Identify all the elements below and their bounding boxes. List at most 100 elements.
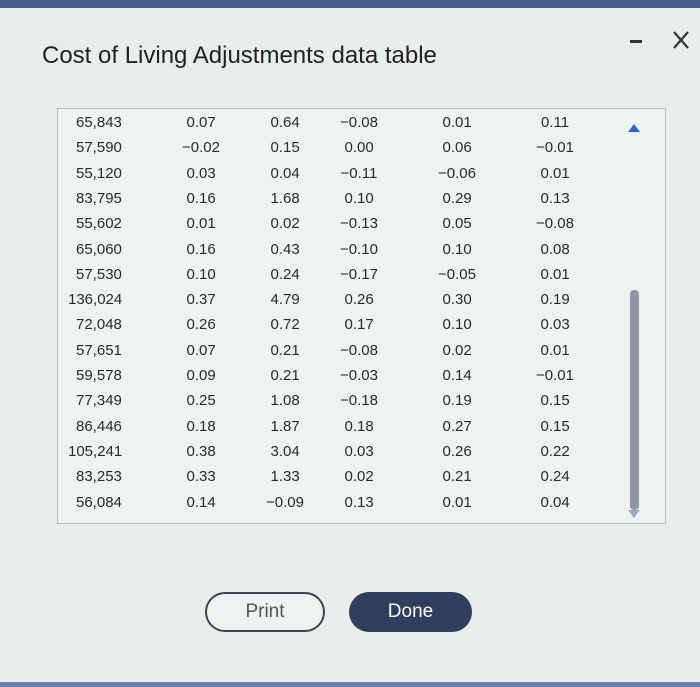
close-icon[interactable] xyxy=(673,31,689,49)
table-cell: −0.03 xyxy=(340,367,378,384)
table-cell: 1.33 xyxy=(270,468,300,486)
table-cell: 0.24 xyxy=(540,468,570,486)
table-cell: 0.72 xyxy=(270,316,300,334)
table-cell: 0.15 xyxy=(540,392,570,410)
table-cell: 0.26 xyxy=(186,316,216,334)
table-cell: −0.08 xyxy=(536,215,574,233)
table-cell: −0.10 xyxy=(340,240,378,258)
table-cell: 0.00 xyxy=(344,139,374,157)
table-cell-income: 65,843 xyxy=(76,114,122,131)
table-cell: 0.16 xyxy=(186,189,216,207)
table-cell-income: 77,349 xyxy=(76,392,122,410)
bottom-bar xyxy=(0,682,700,687)
table-cell-income: 59,578 xyxy=(76,367,122,384)
table-cell: 0.01 xyxy=(442,493,472,511)
table-cell: 0.22 xyxy=(540,442,570,460)
table-cell: 0.16 xyxy=(186,240,216,258)
table-cell: 0.07 xyxy=(186,341,216,359)
table-cell: 0.10 xyxy=(442,240,472,258)
table-cell: 0.14 xyxy=(186,493,216,511)
table-cell: −0.18 xyxy=(340,392,378,410)
dialog-title: Cost of Living Adjustments data table xyxy=(42,42,437,69)
table-cell-income: 65,060 xyxy=(76,240,122,258)
minimize-icon[interactable] xyxy=(630,40,642,43)
table-cell: 0.25 xyxy=(186,392,216,410)
table-cell: 0.02 xyxy=(442,341,472,359)
table-cell: −0.13 xyxy=(340,215,378,233)
table-cell-income: 56,084 xyxy=(76,493,122,511)
table-cell: 0.21 xyxy=(442,468,472,486)
table-cell: 0.08 xyxy=(540,240,570,258)
window-controls[interactable] xyxy=(630,28,692,54)
table-cell-income: 83,795 xyxy=(76,189,122,207)
table-cell: 1.68 xyxy=(270,189,300,207)
table-cell: 0.29 xyxy=(442,189,472,207)
table-cell: 0.01 xyxy=(442,114,472,131)
table-cell: 0.15 xyxy=(540,417,570,435)
table-cell-income: 136,024 xyxy=(68,291,123,309)
print-button[interactable]: Print xyxy=(205,592,325,632)
table-cell: 0.10 xyxy=(442,316,472,334)
table-cell: 0.26 xyxy=(344,291,374,309)
table-cell: 0.18 xyxy=(344,417,374,435)
table-cell: 0.04 xyxy=(540,493,570,511)
table-cell-income: 86,446 xyxy=(76,417,122,435)
data-table: 65,843 0.07 0.64 −0.08 0.01 0.11 57,590 −0.02 0.… xyxy=(57,108,666,524)
table-cell: 0.13 xyxy=(344,493,374,511)
table-cell: 0.02 xyxy=(270,215,300,233)
table-cell-income: 57,530 xyxy=(76,265,122,283)
table-cell: 0.19 xyxy=(540,291,570,309)
table-cell: 0.24 xyxy=(270,265,300,283)
scroll-down-arrow[interactable] xyxy=(628,510,640,518)
table-cell: 1.87 xyxy=(270,417,300,435)
table-cell: −0.01 xyxy=(536,139,574,157)
table-cell: 4.79 xyxy=(270,291,300,309)
table-cell: 0.10 xyxy=(344,189,374,207)
done-button[interactable]: Done xyxy=(349,592,472,632)
table-cell: 0.01 xyxy=(540,265,570,283)
table-cell: 0.02 xyxy=(344,468,374,486)
table-cell: 0.09 xyxy=(186,367,216,384)
table-cell: 0.10 xyxy=(186,265,216,283)
table-cell: 0.11 xyxy=(541,114,570,131)
table-cell: −0.11 xyxy=(340,164,378,182)
table-cell: −0.02 xyxy=(182,139,220,157)
table-cell: 0.21 xyxy=(270,341,300,359)
table-cell: 0.14 xyxy=(442,367,472,384)
table-cell: 0.17 xyxy=(344,316,374,334)
table-cell: −0.08 xyxy=(340,114,378,131)
table-cell: 0.21 xyxy=(270,367,300,384)
table-cell: 1.08 xyxy=(270,392,300,410)
table-cell-income: 57,590 xyxy=(76,139,122,157)
table-cell: −0.08 xyxy=(340,341,378,359)
table-cell: 0.64 xyxy=(270,114,300,131)
table-cell: 0.15 xyxy=(270,139,300,157)
table-cell-income: 55,602 xyxy=(76,215,122,233)
table-cell: −0.17 xyxy=(340,265,378,283)
scroll-up-arrow[interactable] xyxy=(628,124,640,132)
table-cell-income: 72,048 xyxy=(76,316,122,334)
table-cell: −0.01 xyxy=(536,367,574,384)
table-cell: 0.04 xyxy=(270,164,300,182)
table-cell-income: 105,241 xyxy=(68,442,123,460)
table-cell: 0.01 xyxy=(540,341,570,359)
table-cell: 0.33 xyxy=(186,468,216,486)
scroll-thumb[interactable] xyxy=(630,290,639,510)
table-cell: 0.18 xyxy=(186,417,216,435)
table-cell: −0.09 xyxy=(266,493,304,511)
table-cell: 0.07 xyxy=(186,114,216,131)
table-cell: 0.01 xyxy=(540,164,570,182)
table-cell-income: 83,253 xyxy=(76,468,122,486)
table-cell: −0.06 xyxy=(438,164,476,182)
table-cell: 0.27 xyxy=(442,417,472,435)
table-cell: 0.03 xyxy=(540,316,570,334)
table-cell: 0.30 xyxy=(442,291,472,309)
table-cell: 0.03 xyxy=(186,164,216,182)
scrollbar[interactable] xyxy=(622,118,646,518)
table-cell: 0.26 xyxy=(442,442,472,460)
table-cell: 0.05 xyxy=(442,215,472,233)
table-cell: 0.43 xyxy=(270,240,300,258)
table-cell: 0.01 xyxy=(186,215,216,233)
